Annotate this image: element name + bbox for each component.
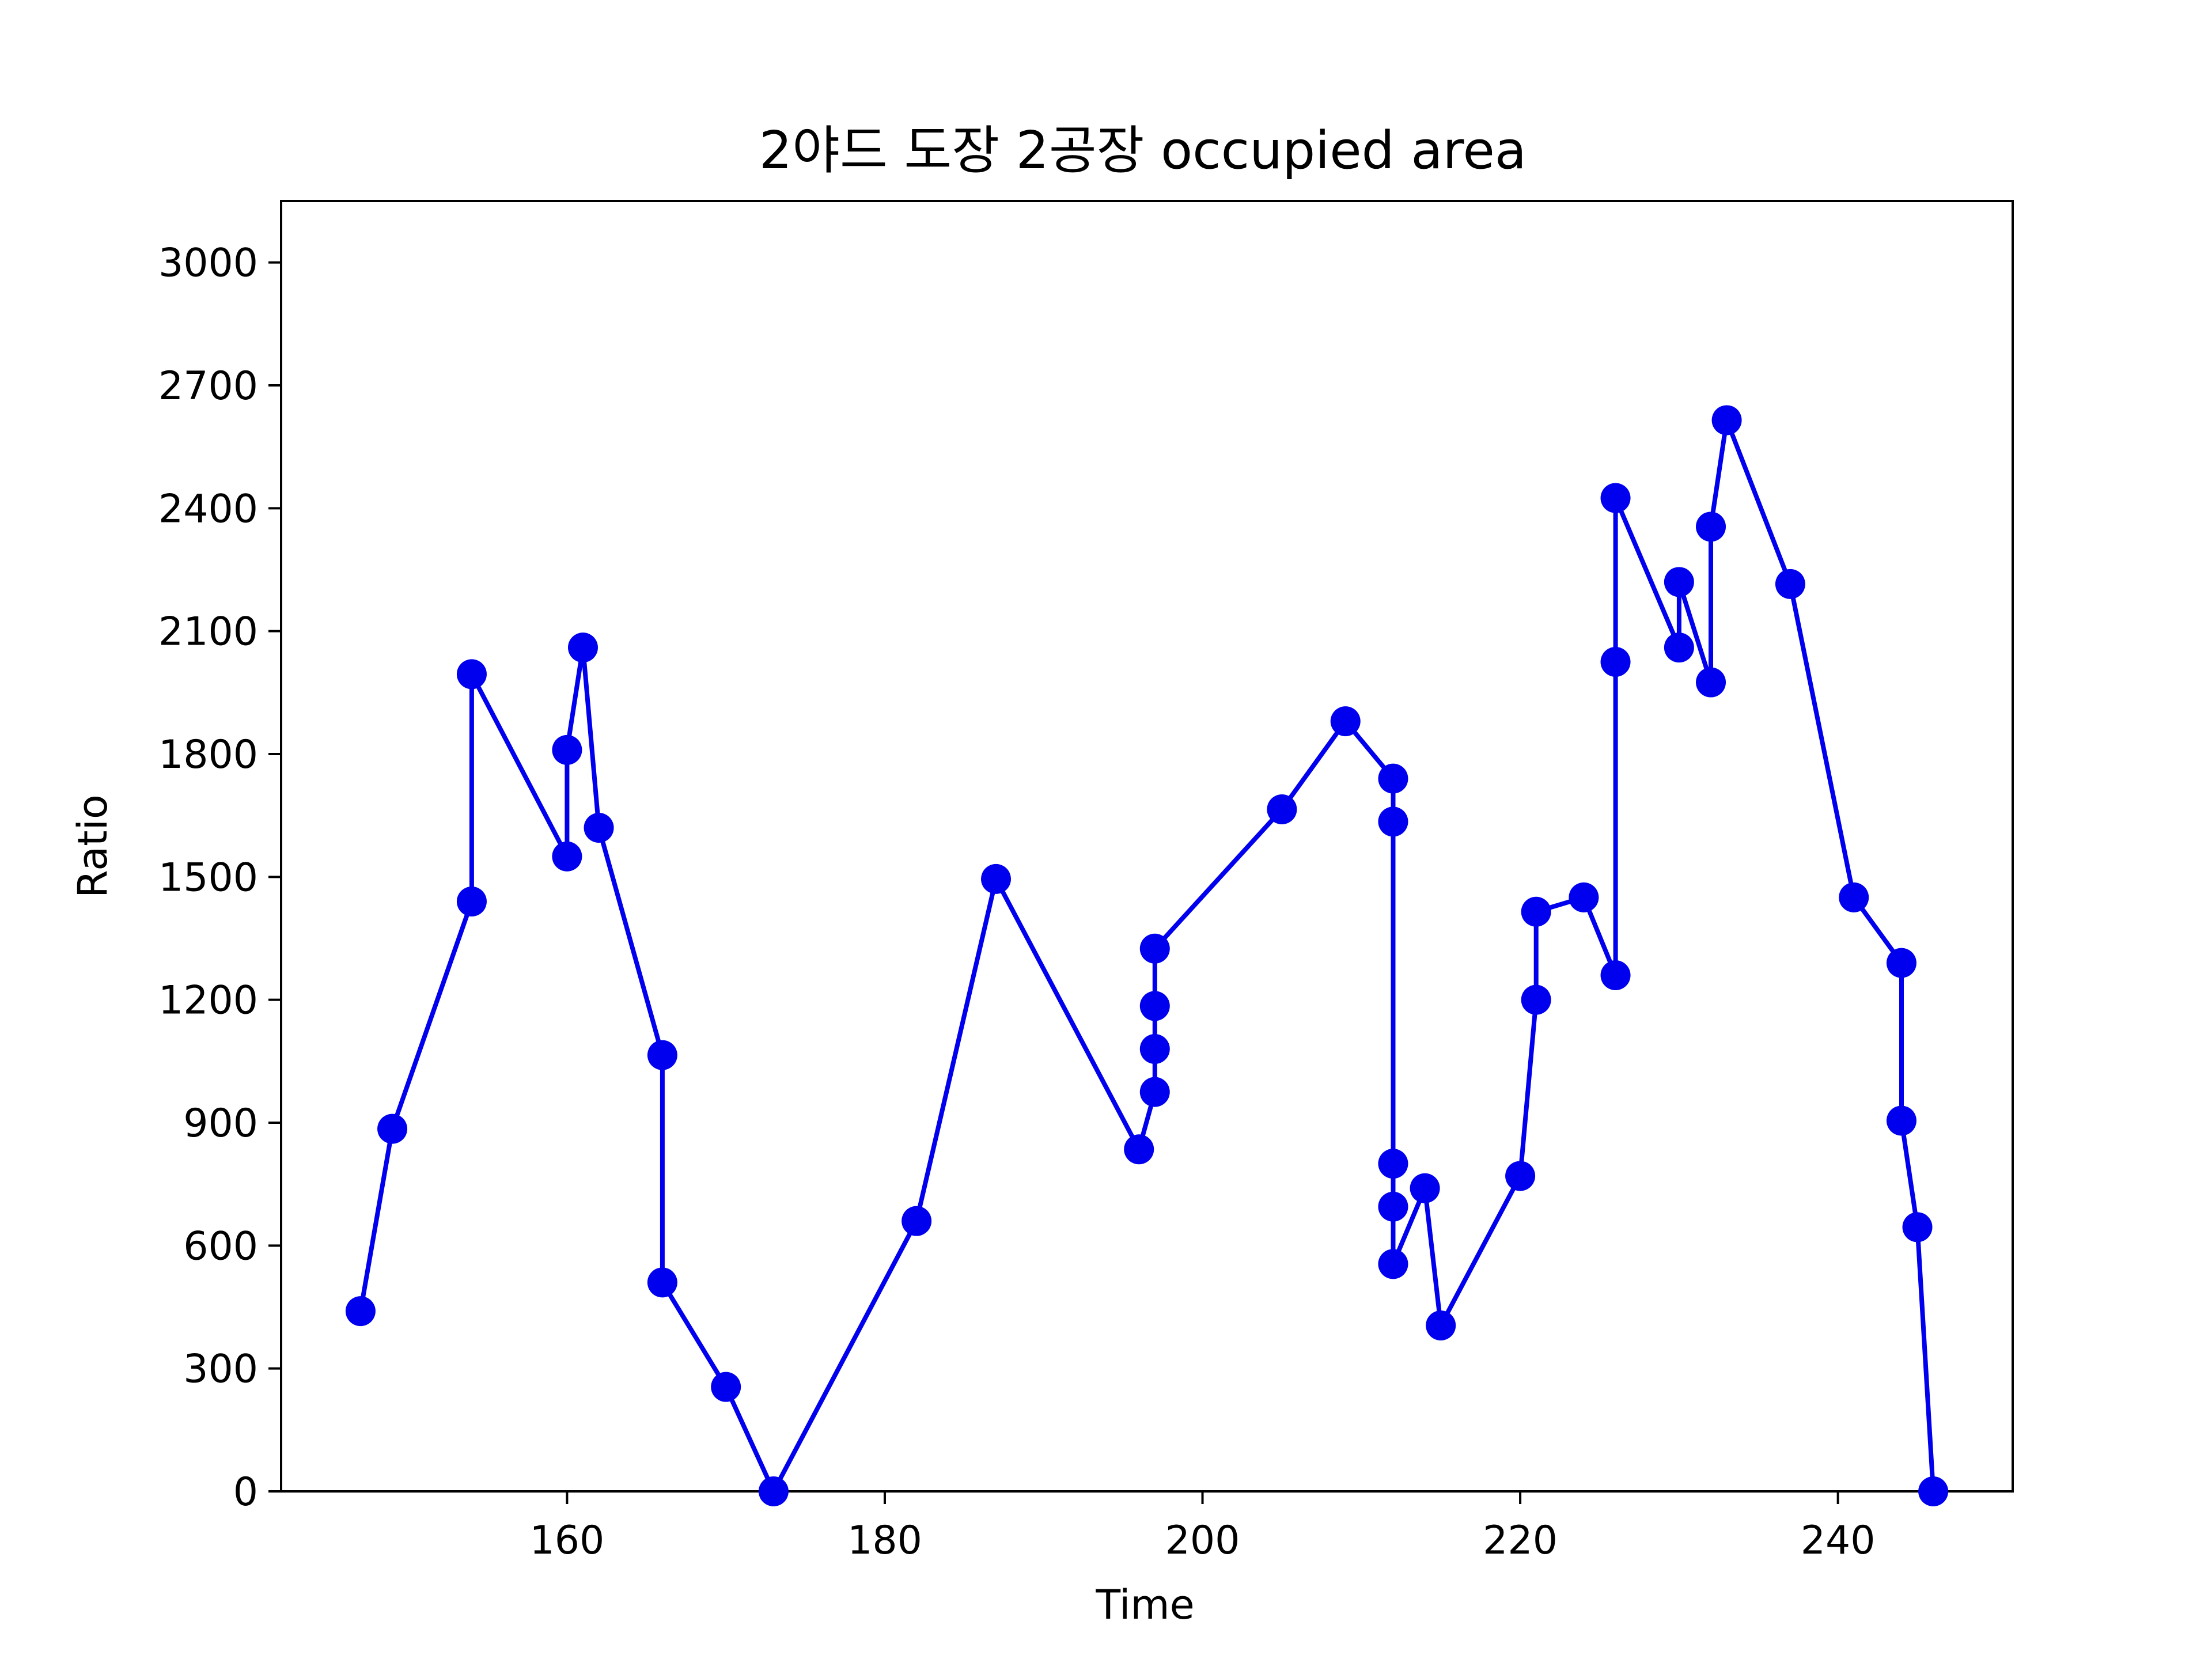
y-tick-label: 1800 [158, 732, 258, 778]
data-point [902, 1206, 932, 1236]
data-point [1775, 569, 1805, 599]
x-axis-label: Time [1095, 1581, 1194, 1628]
data-point [1839, 882, 1869, 912]
data-point [1426, 1310, 1456, 1340]
data-point [1139, 1077, 1170, 1107]
data-point [1505, 1161, 1536, 1191]
y-tick-label: 0 [233, 1469, 258, 1515]
x-tick-label: 200 [1165, 1518, 1240, 1563]
y-tick-label: 2400 [158, 486, 258, 532]
data-point [1886, 948, 1916, 978]
data-point [552, 841, 582, 872]
data-point [1600, 483, 1631, 513]
data-point [1696, 512, 1726, 542]
y-tick-label: 600 [183, 1224, 258, 1269]
data-point [981, 863, 1012, 894]
data-point [1569, 882, 1599, 912]
data-point [1711, 405, 1742, 435]
data-point [647, 1267, 677, 1298]
data-point [1664, 632, 1694, 663]
data-point [1124, 1134, 1154, 1165]
data-point [456, 659, 487, 690]
data-point [1410, 1173, 1440, 1203]
data-point [1378, 1249, 1408, 1279]
data-point [1886, 1105, 1916, 1136]
x-axis: 160 180 200 220 240 [530, 1491, 1876, 1563]
x-tick-label: 180 [847, 1518, 922, 1563]
data-point [1378, 806, 1408, 837]
plot-area [280, 200, 2014, 1493]
data-point [1378, 1149, 1408, 1179]
y-axis: 0 300 600 900 1200 1500 1800 2100 2400 2700 3000 [158, 241, 281, 1515]
data-point [1902, 1212, 1933, 1243]
series-layer [345, 405, 1949, 1506]
data-point [567, 632, 598, 663]
data-point [345, 1296, 376, 1327]
data-point [1918, 1476, 1949, 1506]
chart-title: 2야드 도장 2공장 occupied area [759, 120, 1527, 181]
data-point [1696, 667, 1726, 698]
data-point [1139, 933, 1170, 964]
y-tick-label: 3000 [158, 241, 258, 286]
y-tick-label: 900 [183, 1101, 258, 1146]
data-point [711, 1372, 741, 1402]
data-point [758, 1476, 789, 1506]
data-point [1521, 984, 1551, 1015]
data-point [377, 1113, 408, 1144]
y-axis-label: Ratio [69, 794, 116, 898]
y-tick-label: 300 [183, 1347, 258, 1392]
data-point [1330, 706, 1361, 737]
y-tick-label: 2700 [158, 363, 258, 409]
y-tick-label: 1500 [158, 855, 258, 900]
data-point [1267, 794, 1297, 824]
data-point [1521, 896, 1551, 927]
data-point [1600, 960, 1631, 990]
series-line [358, 418, 1936, 1494]
data-point [1139, 991, 1170, 1021]
y-tick-label: 2100 [158, 609, 258, 655]
data-point [1600, 647, 1631, 677]
x-tick-label: 160 [530, 1518, 605, 1563]
x-tick-label: 220 [1483, 1518, 1558, 1563]
data-point [1378, 1191, 1408, 1222]
data-point [1378, 763, 1408, 794]
data-point [1139, 1034, 1170, 1064]
data-point [552, 734, 582, 765]
data-point [456, 887, 487, 916]
y-tick-label: 1200 [158, 978, 258, 1024]
x-tick-label: 240 [1801, 1518, 1876, 1563]
data-point [1664, 567, 1694, 597]
data-point [584, 813, 614, 843]
data-point [647, 1040, 677, 1070]
